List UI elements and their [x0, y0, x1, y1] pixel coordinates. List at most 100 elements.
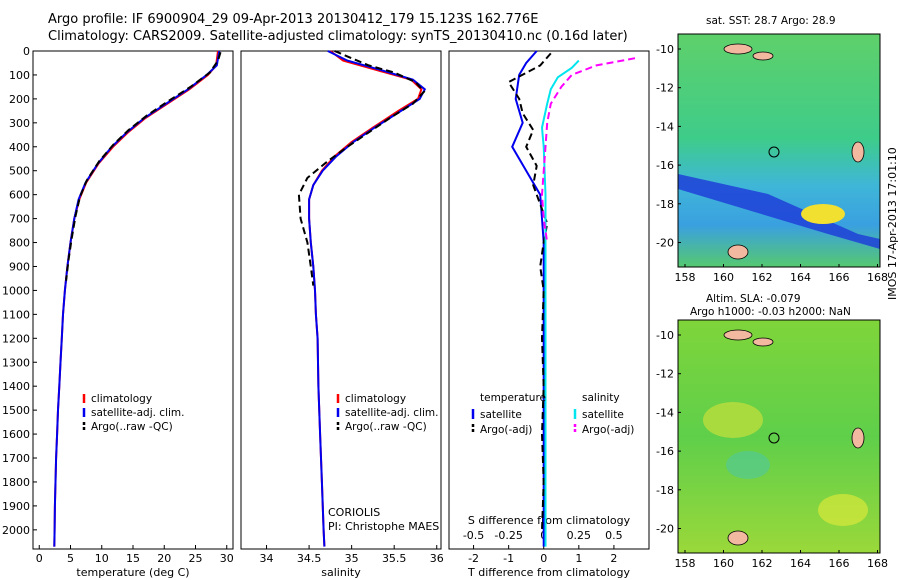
- warm-patch: [801, 204, 845, 224]
- y-tick-label: 0: [23, 45, 30, 58]
- map-lat-label: -14: [656, 120, 674, 133]
- series-line: [540, 59, 580, 547]
- y-tick-label: 1700: [2, 452, 30, 465]
- sla-map-label-2: Argo h1000: -0.03 h2000: NaN: [690, 306, 851, 318]
- y-tick-label: 2000: [2, 524, 30, 537]
- map-lon-label: 160: [713, 271, 734, 284]
- x-tick-label: 5: [67, 552, 74, 565]
- x-tick-label-s: 0.25: [567, 529, 592, 542]
- y-tick-label: 1100: [2, 308, 30, 321]
- argo-position-marker: [768, 146, 780, 158]
- map-lat-label: -20: [656, 237, 674, 250]
- x-tick-label: 1: [575, 552, 582, 565]
- chart-title-line2: Climatology: CARS2009. Satellite-adjuste…: [48, 29, 628, 44]
- sla-map-frame: [677, 319, 881, 554]
- legend-title-salinity: salinity: [582, 392, 620, 404]
- x-axis-label-top: S difference from climatology: [468, 514, 631, 527]
- y-tick-label: 1400: [2, 380, 30, 393]
- sla-high: [703, 402, 763, 438]
- y-tick-label: 300: [9, 117, 30, 130]
- map-lat-label: -16: [656, 445, 674, 458]
- y-tick-label: 100: [9, 69, 30, 82]
- map-lat-label: -10: [656, 329, 674, 342]
- cold-band: [678, 174, 880, 249]
- map-lon-label: 164: [790, 557, 811, 570]
- island: [727, 244, 749, 260]
- sst-map-frame: [677, 33, 881, 268]
- x-tick-label: 20: [157, 552, 171, 565]
- x-tick-label: -2: [468, 552, 479, 565]
- map-lon-label: 162: [752, 271, 773, 284]
- island: [851, 141, 865, 163]
- y-tick-label: 1500: [2, 404, 30, 417]
- map-lon-label: 160: [713, 557, 734, 570]
- x-tick-label: 34: [260, 552, 274, 565]
- y-tick-label: 400: [9, 141, 30, 154]
- map-lon-label: 158: [675, 271, 696, 284]
- credit-line2: PI: Christophe MAES: [328, 520, 440, 533]
- x-tick-label: 0: [540, 552, 547, 565]
- legend-label: Argo(-adj): [582, 424, 634, 436]
- y-tick-label: 200: [9, 93, 30, 106]
- map-lon-label: 166: [829, 271, 850, 284]
- x-tick-label: 10: [95, 552, 109, 565]
- y-tick-label: 700: [9, 213, 30, 226]
- credit-line1: CORIOLIS: [328, 506, 381, 519]
- legend-label: climatology: [91, 393, 152, 405]
- legend-title-temperature: temperature: [480, 392, 546, 404]
- series-line: [308, 50, 427, 547]
- legend-label: satellite: [582, 409, 624, 421]
- series-line: [540, 57, 636, 243]
- legend-label: satellite-adj. clim.: [91, 407, 184, 419]
- y-tick-label: 500: [9, 165, 30, 178]
- map-lon-label: 158: [675, 557, 696, 570]
- x-tick-label: 35: [345, 552, 359, 565]
- legend-label: climatology: [345, 393, 406, 405]
- island: [752, 337, 774, 347]
- map-lat-label: -16: [656, 159, 674, 172]
- map-lat-label: -18: [656, 484, 674, 497]
- x-tick-label: 0: [36, 552, 43, 565]
- map-lon-label: 168: [867, 557, 888, 570]
- y-tick-label: 800: [9, 237, 30, 250]
- plot-frame: [448, 50, 650, 550]
- y-tick-label: 600: [9, 189, 30, 202]
- x-tick-label-s: -0.5: [463, 529, 484, 542]
- island: [723, 329, 753, 341]
- map-lat-label: -12: [656, 368, 674, 381]
- series-line: [507, 52, 552, 530]
- y-tick-label: 1000: [2, 284, 30, 297]
- legend-label: satellite-adj. clim.: [345, 407, 438, 419]
- series-line: [65, 51, 222, 281]
- x-tick-label: 34.5: [297, 552, 322, 565]
- legend-label: satellite: [480, 409, 522, 421]
- y-tick-label: 1900: [2, 500, 30, 513]
- x-tick-label: 15: [126, 552, 140, 565]
- plot-frame: [240, 50, 442, 550]
- sla-low: [726, 451, 770, 479]
- x-tick-label: 35.5: [382, 552, 407, 565]
- series-line: [53, 50, 221, 547]
- y-tick-label: 1600: [2, 428, 30, 441]
- map-lon-label: 164: [790, 271, 811, 284]
- argo-position-marker: [768, 432, 780, 444]
- island: [723, 43, 753, 55]
- legend-label: Argo(..raw -QC): [345, 421, 427, 433]
- sla-high: [818, 494, 868, 526]
- legend-label: Argo(-adj): [480, 424, 532, 436]
- x-axis-label: salinity: [321, 566, 361, 579]
- map-lon-label: 168: [867, 271, 888, 284]
- x-tick-label: 30: [220, 552, 234, 565]
- sst-map-label: sat. SST: 28.7 Argo: 28.9: [706, 15, 836, 27]
- series-line: [308, 50, 423, 547]
- map-lat-label: -18: [656, 198, 674, 211]
- map-lat-label: -10: [656, 43, 674, 56]
- sla-map-label-1: Altim. SLA: -0.079: [706, 293, 801, 305]
- y-tick-label: 900: [9, 260, 30, 273]
- y-tick-label: 1800: [2, 476, 30, 489]
- x-axis-label: T difference from climatology: [467, 566, 630, 579]
- x-tick-label-s: -0.25: [494, 529, 522, 542]
- x-tick-label: 2: [610, 552, 617, 565]
- island: [851, 427, 865, 449]
